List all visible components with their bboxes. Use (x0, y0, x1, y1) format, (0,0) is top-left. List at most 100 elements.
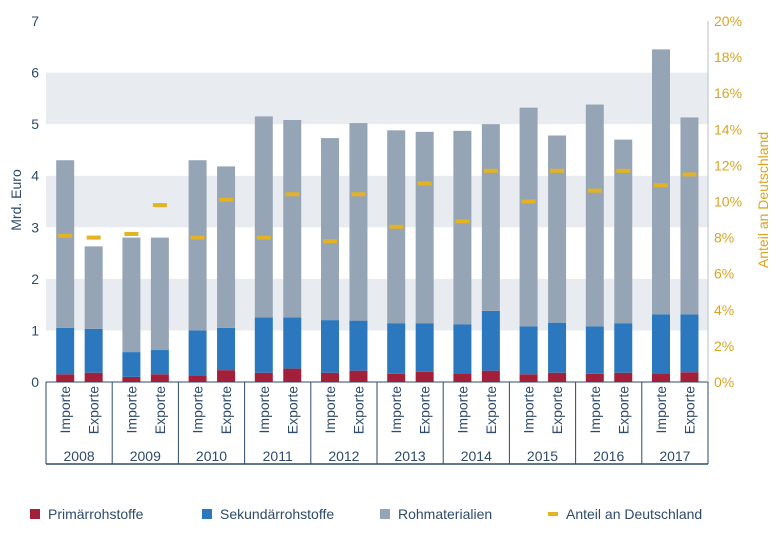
bar-segment (254, 372, 273, 382)
share-marker (483, 168, 498, 173)
legend-item: Anteil an Deutschland (548, 506, 702, 522)
year-label: 2017 (659, 448, 690, 464)
share-marker (417, 181, 432, 186)
y2-tick-label: 2% (714, 338, 734, 354)
category-label: Exporte (681, 386, 697, 434)
bar-segment (320, 138, 339, 321)
background-band (46, 21, 708, 73)
category-label: Exporte (549, 386, 565, 434)
legend-item: Sekundärrohstoffe (202, 506, 334, 522)
bar-segment (217, 166, 236, 328)
category-label: Importe (322, 386, 338, 434)
bar-segment (56, 374, 75, 382)
share-marker (124, 231, 139, 236)
legend-swatch (548, 512, 558, 516)
category-label: Importe (653, 386, 669, 434)
category-label: Importe (587, 386, 603, 434)
share-marker (616, 168, 631, 173)
share-marker (285, 192, 300, 197)
chart: 0 1 2 3 4 5 6 7 0% 2% 4% 6% 8% 10% 12% 14% 16% 18% 20% Im… (8, 13, 771, 465)
background-band (46, 278, 708, 331)
y-tick-label: 0 (31, 374, 39, 390)
category-label: Exporte (417, 386, 433, 434)
y2-tick-label: 14% (714, 121, 742, 137)
category-label: Importe (388, 386, 404, 434)
bar-segment (188, 330, 207, 376)
bar-segment (320, 320, 339, 373)
bar-segment (150, 374, 169, 382)
share-marker (653, 183, 668, 188)
bar-segment (481, 310, 500, 371)
y2-tick-label: 18% (714, 49, 742, 65)
legend-swatch (30, 509, 40, 519)
bar-segment (283, 317, 302, 369)
y-tick-label: 4 (31, 168, 39, 184)
bar-segment (84, 246, 103, 329)
category-label: Importe (454, 386, 470, 434)
category-label: Exporte (284, 386, 300, 434)
bar-segment (680, 117, 699, 315)
y2-tick-label: 8% (714, 230, 734, 246)
bar-segment (349, 123, 368, 321)
y2-tick-label: 6% (714, 266, 734, 282)
share-marker (455, 219, 470, 224)
bar-segment (548, 135, 567, 323)
bar-segment (387, 323, 406, 374)
bars (56, 49, 699, 382)
bar-segment (453, 130, 472, 325)
share-marker (219, 197, 234, 202)
y-axis-title: Mrd. Euro (8, 169, 24, 231)
year-label: 2011 (263, 448, 293, 464)
category-label: Exporte (218, 386, 234, 434)
bar-segment (56, 327, 75, 375)
y2-tick-label: 4% (714, 302, 734, 318)
bar-segment (651, 373, 670, 382)
bar-segment (519, 107, 538, 327)
x-axis: Importe Exporte 2008 Importe Exporte 2009 Impo… (45, 21, 709, 465)
bar-segment (585, 326, 604, 374)
year-label: 2016 (593, 448, 624, 464)
category-label: Importe (256, 386, 272, 434)
bar-segment (84, 372, 103, 382)
share-marker (682, 172, 697, 177)
bar-segment (349, 370, 368, 382)
bar-segment (453, 324, 472, 374)
y2-tick-label: 10% (714, 194, 742, 210)
bar-segment (283, 368, 302, 382)
background-band (46, 330, 708, 382)
y-tick-label: 2 (31, 271, 39, 287)
bar-segment (122, 237, 141, 353)
legend-item: Rohmaterialien (380, 506, 492, 522)
bar-segment (188, 375, 207, 382)
bar-segment (387, 373, 406, 382)
y2-tick-label: 12% (714, 157, 742, 173)
y2-tick-label: 0% (714, 374, 734, 390)
bar-segment (415, 371, 434, 382)
y-axis-left: 0 1 2 3 4 5 6 7 (31, 13, 39, 390)
bar-segment (254, 116, 273, 318)
bar-segment (415, 323, 434, 372)
bar-segment (651, 314, 670, 374)
y-axis-right: 0% 2% 4% 6% 8% 10% 12% 14% 16% 18% 20% (714, 13, 742, 390)
category-label: Exporte (483, 386, 499, 434)
share-marker (152, 203, 167, 208)
bar-segment (585, 104, 604, 327)
bar-segment (150, 350, 169, 375)
bar-segment (415, 131, 434, 324)
category-label: Importe (521, 386, 537, 434)
y-tick-label: 5 (31, 116, 39, 132)
share-marker (587, 188, 602, 193)
category-label: Importe (190, 386, 206, 434)
y-tick-label: 1 (31, 322, 39, 338)
share-markers (58, 168, 697, 244)
bar-segment (283, 120, 302, 318)
background-bands (46, 21, 708, 382)
bar-segment (453, 373, 472, 382)
share-marker (86, 235, 101, 240)
year-label: 2009 (130, 448, 161, 464)
bar-segment (217, 370, 236, 382)
year-label: 2015 (527, 448, 558, 464)
bar-segment (122, 376, 141, 382)
background-band (46, 124, 708, 176)
bar-segment (614, 323, 633, 373)
